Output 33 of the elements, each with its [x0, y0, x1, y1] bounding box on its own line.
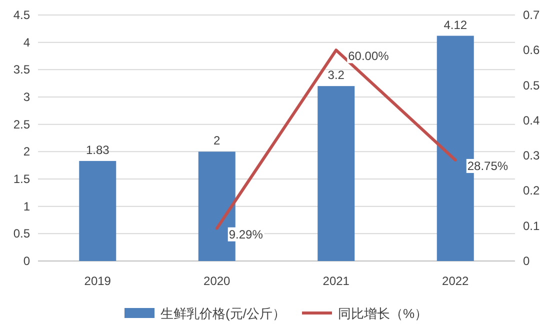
- y2-tick-label: 0.2: [523, 184, 540, 198]
- data-label: 60.00%: [348, 49, 390, 64]
- bar: [318, 86, 355, 261]
- bar: [79, 160, 116, 261]
- y-tick-label: 3.5: [13, 62, 30, 77]
- x-tick-label: 2022: [442, 274, 470, 288]
- y-tick-label: 4: [23, 35, 30, 50]
- data-label: 4.12: [444, 18, 468, 32]
- y2-tick-label: 0.7: [523, 8, 540, 22]
- data-label: 9.29%: [228, 227, 264, 242]
- y-tick-label: 1.5: [13, 172, 30, 186]
- y-tick-label: 2: [23, 144, 30, 159]
- data-label: 1.83: [86, 142, 110, 157]
- y2-tick-label: 0.1: [523, 218, 540, 233]
- y-tick-label: 0: [23, 254, 30, 268]
- y-tick-label: 4.5: [13, 8, 30, 22]
- y2-tick-label: 0.5: [523, 78, 540, 92]
- y2-tick-label: 0.3: [523, 148, 540, 163]
- x-tick-label: 2019: [84, 274, 112, 288]
- y-tick-label: 0.5: [13, 226, 30, 241]
- x-tick-label: 2020: [204, 274, 231, 288]
- data-label: 28.75%: [467, 158, 508, 173]
- legend-label: 同比增长（%）: [338, 306, 428, 321]
- x-tick-label: 2021: [322, 274, 350, 288]
- data-label: 2: [214, 134, 221, 148]
- y-tick-label: 2.5: [13, 117, 30, 132]
- y-tick-label: 1: [23, 199, 30, 214]
- data-label: 3.2: [328, 68, 345, 82]
- y2-tick-label: 0.6: [523, 43, 540, 58]
- y-tick-label: 3: [23, 90, 30, 104]
- legend-label: 生鲜乳价格(元/公斤）: [160, 306, 286, 321]
- y2-tick-label: 0: [523, 254, 530, 268]
- y2-tick-label: 0.4: [523, 113, 540, 128]
